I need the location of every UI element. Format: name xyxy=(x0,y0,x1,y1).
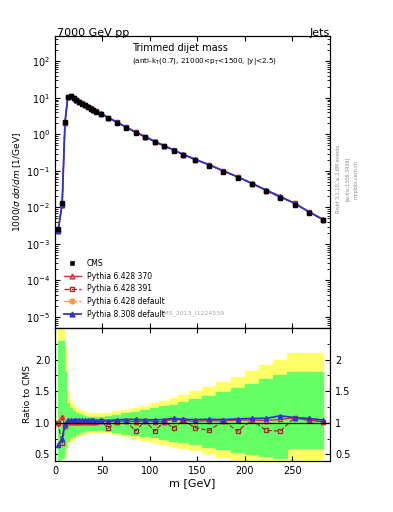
Y-axis label: $1000/\sigma\,d\sigma/dm\;[1/\mathrm{GeV}]$: $1000/\sigma\,d\sigma/dm\;[1/\mathrm{GeV… xyxy=(11,132,23,232)
Legend: CMS, Pythia 6.428 370, Pythia 6.428 391, Pythia 6.428 default, Pythia 8.308 defa: CMS, Pythia 6.428 370, Pythia 6.428 391,… xyxy=(62,257,167,321)
Text: Jets: Jets xyxy=(310,28,330,38)
X-axis label: m [GeV]: m [GeV] xyxy=(169,478,216,488)
Text: mcplots.cern.ch: mcplots.cern.ch xyxy=(354,160,359,199)
Text: [arXiv:1306.3436]: [arXiv:1306.3436] xyxy=(345,157,350,201)
Text: 7000 GeV pp: 7000 GeV pp xyxy=(57,28,129,38)
Text: Trimmed dijet mass: Trimmed dijet mass xyxy=(132,43,228,53)
Text: (anti-k$_\mathregular{T}$(0.7), 21000<p$_\mathregular{T}$<1500, |y|<2.5): (anti-k$_\mathregular{T}$(0.7), 21000<p$… xyxy=(132,56,277,67)
Y-axis label: Ratio to CMS: Ratio to CMS xyxy=(23,366,32,423)
Text: CMS_2013_I1224539: CMS_2013_I1224539 xyxy=(160,311,225,316)
Text: Rivet 3.1.10, ≥ 2.6M events: Rivet 3.1.10, ≥ 2.6M events xyxy=(336,145,341,214)
